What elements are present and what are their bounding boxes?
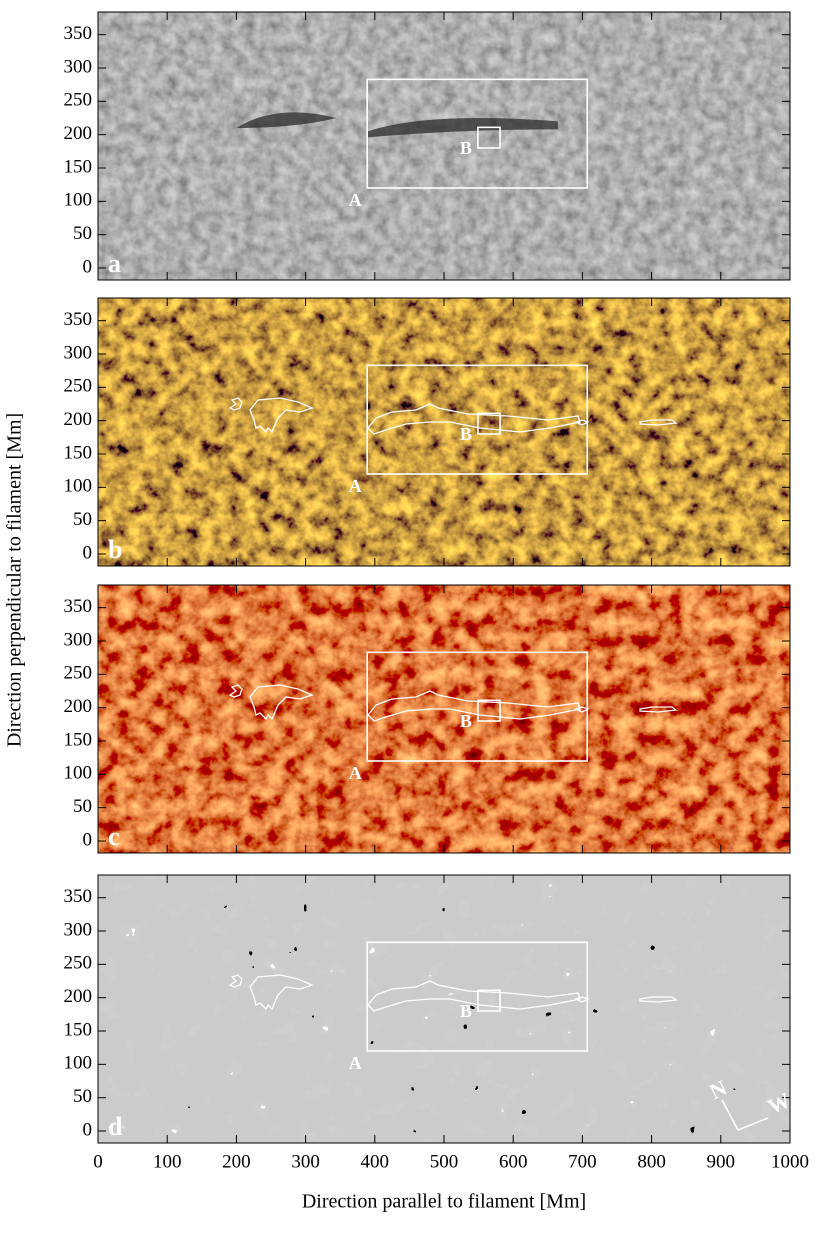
y-tick-label: 200 <box>64 409 93 430</box>
panel-label: a <box>108 249 121 278</box>
solar-image <box>98 12 790 280</box>
box-a <box>366 941 589 1052</box>
y-tick-label: 350 <box>64 23 93 44</box>
box-b <box>477 989 501 1012</box>
box-label: B <box>460 1001 472 1021</box>
box-label: B <box>460 138 472 158</box>
y-tick-label: 350 <box>64 309 93 330</box>
compass-arrows <box>721 1099 769 1131</box>
filament <box>236 112 558 138</box>
box-label: B <box>460 424 472 444</box>
x-tick-label: 700 <box>568 1151 597 1172</box>
y-tick-label: 150 <box>64 156 93 177</box>
y-tick-label: 50 <box>73 796 92 817</box>
y-tick-label: 300 <box>64 919 93 940</box>
box-b <box>477 699 501 722</box>
x-tick-label: 500 <box>430 1151 459 1172</box>
y-tick-label: 100 <box>64 476 93 497</box>
solar-image <box>98 875 790 1143</box>
y-tick-label: 250 <box>64 663 93 684</box>
y-tick-label: 100 <box>64 763 93 784</box>
y-tick-label: 150 <box>64 442 93 463</box>
x-tick-label: 100 <box>153 1151 182 1172</box>
y-tick-label: 50 <box>73 223 92 244</box>
y-tick-label: 150 <box>64 1019 93 1040</box>
y-tick-label: 0 <box>83 829 93 850</box>
y-tick-label: 50 <box>73 1086 92 1107</box>
box-label: A <box>349 190 362 210</box>
x-tick-label: 900 <box>707 1151 736 1172</box>
box-b <box>477 412 501 435</box>
y-tick-label: 250 <box>64 376 93 397</box>
y-tick-label: 300 <box>64 56 93 77</box>
x-tick-label: 0 <box>93 1151 103 1172</box>
box-a <box>366 364 589 475</box>
box-label: A <box>349 1053 362 1073</box>
box-b <box>477 126 501 149</box>
x-tick-label: 200 <box>222 1151 251 1172</box>
y-tick-label: 350 <box>64 886 93 907</box>
y-tick-label: 0 <box>83 1119 93 1140</box>
y-tick-label: 100 <box>64 1053 93 1074</box>
box-label: A <box>349 476 362 496</box>
y-tick-label: 50 <box>73 509 92 530</box>
y-tick-label: 250 <box>64 953 93 974</box>
x-tick-label: 600 <box>499 1151 528 1172</box>
panel-label: d <box>108 1112 123 1141</box>
y-tick-label: 200 <box>64 123 93 144</box>
x-tick-label: 300 <box>291 1151 320 1172</box>
y-tick-label: 250 <box>64 90 93 111</box>
y-tick-label: 200 <box>64 986 93 1007</box>
y-axis-title: Direction perpendicular to filament [Mm] <box>4 413 26 747</box>
box-label: A <box>349 763 362 783</box>
y-tick-label: 300 <box>64 342 93 363</box>
y-tick-label: 350 <box>64 596 93 617</box>
y-tick-label: 150 <box>64 729 93 750</box>
solar-image <box>98 298 790 566</box>
x-tick-label: 1000 <box>771 1151 809 1172</box>
panel-label: b <box>108 535 122 564</box>
panel-label: c <box>108 822 120 851</box>
y-tick-label: 0 <box>83 256 93 277</box>
solar-image <box>98 585 790 853</box>
box-label: B <box>460 711 472 731</box>
box-a <box>366 78 589 189</box>
x-tick-label: 800 <box>637 1151 666 1172</box>
y-tick-label: 0 <box>83 542 93 563</box>
box-a <box>366 651 589 762</box>
x-tick-label: 400 <box>361 1151 390 1172</box>
y-tick-label: 100 <box>64 190 93 211</box>
y-tick-label: 300 <box>64 629 93 650</box>
x-axis-title: Direction parallel to filament [Mm] <box>302 1191 586 1213</box>
y-tick-label: 200 <box>64 696 93 717</box>
